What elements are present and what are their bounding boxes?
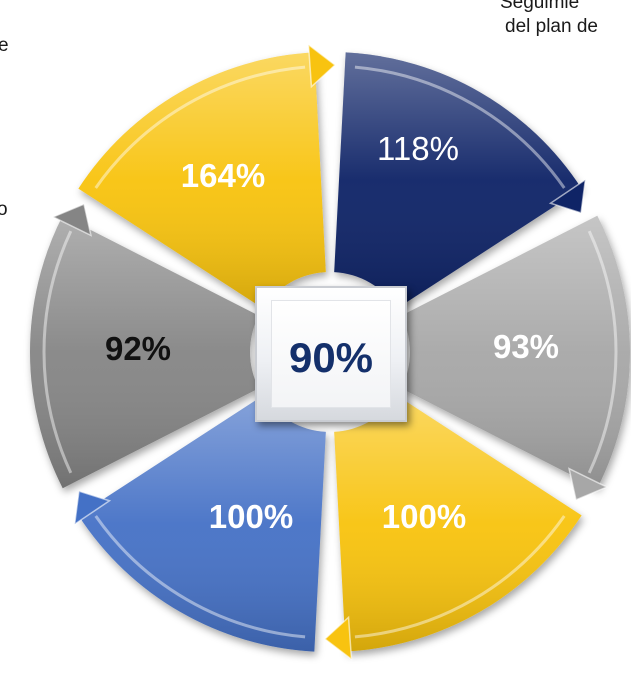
- segment-arrow-left: [51, 203, 92, 237]
- segment-rim-left: [42, 230, 73, 474]
- segment-rim-bottom-right: [354, 515, 566, 639]
- segment-gloss-right: [401, 215, 630, 489]
- segment-rim-bottom-left: [94, 515, 306, 639]
- segment-arrow-top-left: [307, 43, 337, 89]
- segment-arrow-top-right: [548, 178, 587, 214]
- left-text-fragment-2: o: [0, 199, 8, 220]
- center-score-inner: [271, 300, 391, 408]
- segment-gloss-left: [29, 215, 259, 489]
- center-score-box: 90%: [255, 286, 407, 422]
- segment-gloss-top-left: [78, 52, 326, 309]
- segment-arrow-bottom-right: [323, 615, 353, 661]
- segment-arrow-bottom-left: [73, 490, 112, 526]
- header-text-line-1: Seguimie: [500, 0, 580, 13]
- segment-arrow-right: [568, 467, 609, 501]
- segment-rim-top-left: [94, 65, 306, 189]
- segment-value-top-left: 164%: [180, 157, 266, 194]
- segment-gloss-top-right: [334, 52, 582, 309]
- segment-rim-top-right: [354, 65, 566, 189]
- header-text-line-2: del plan de: [505, 16, 598, 37]
- segment-value-top-right: 118%: [377, 130, 459, 167]
- segment-value-bottom-right: 100%: [381, 498, 467, 535]
- segment-value-bottom-left: 100%: [208, 498, 294, 535]
- segment-gloss-bottom-left: [78, 395, 326, 652]
- segment-rim-right: [587, 230, 618, 474]
- left-text-fragment-1: e: [0, 35, 9, 56]
- segment-value-right: 93%: [492, 328, 560, 365]
- segment-value-left: 92%: [104, 330, 172, 367]
- segment-gloss-bottom-right: [334, 395, 582, 652]
- center-score-value: 90%: [288, 334, 374, 381]
